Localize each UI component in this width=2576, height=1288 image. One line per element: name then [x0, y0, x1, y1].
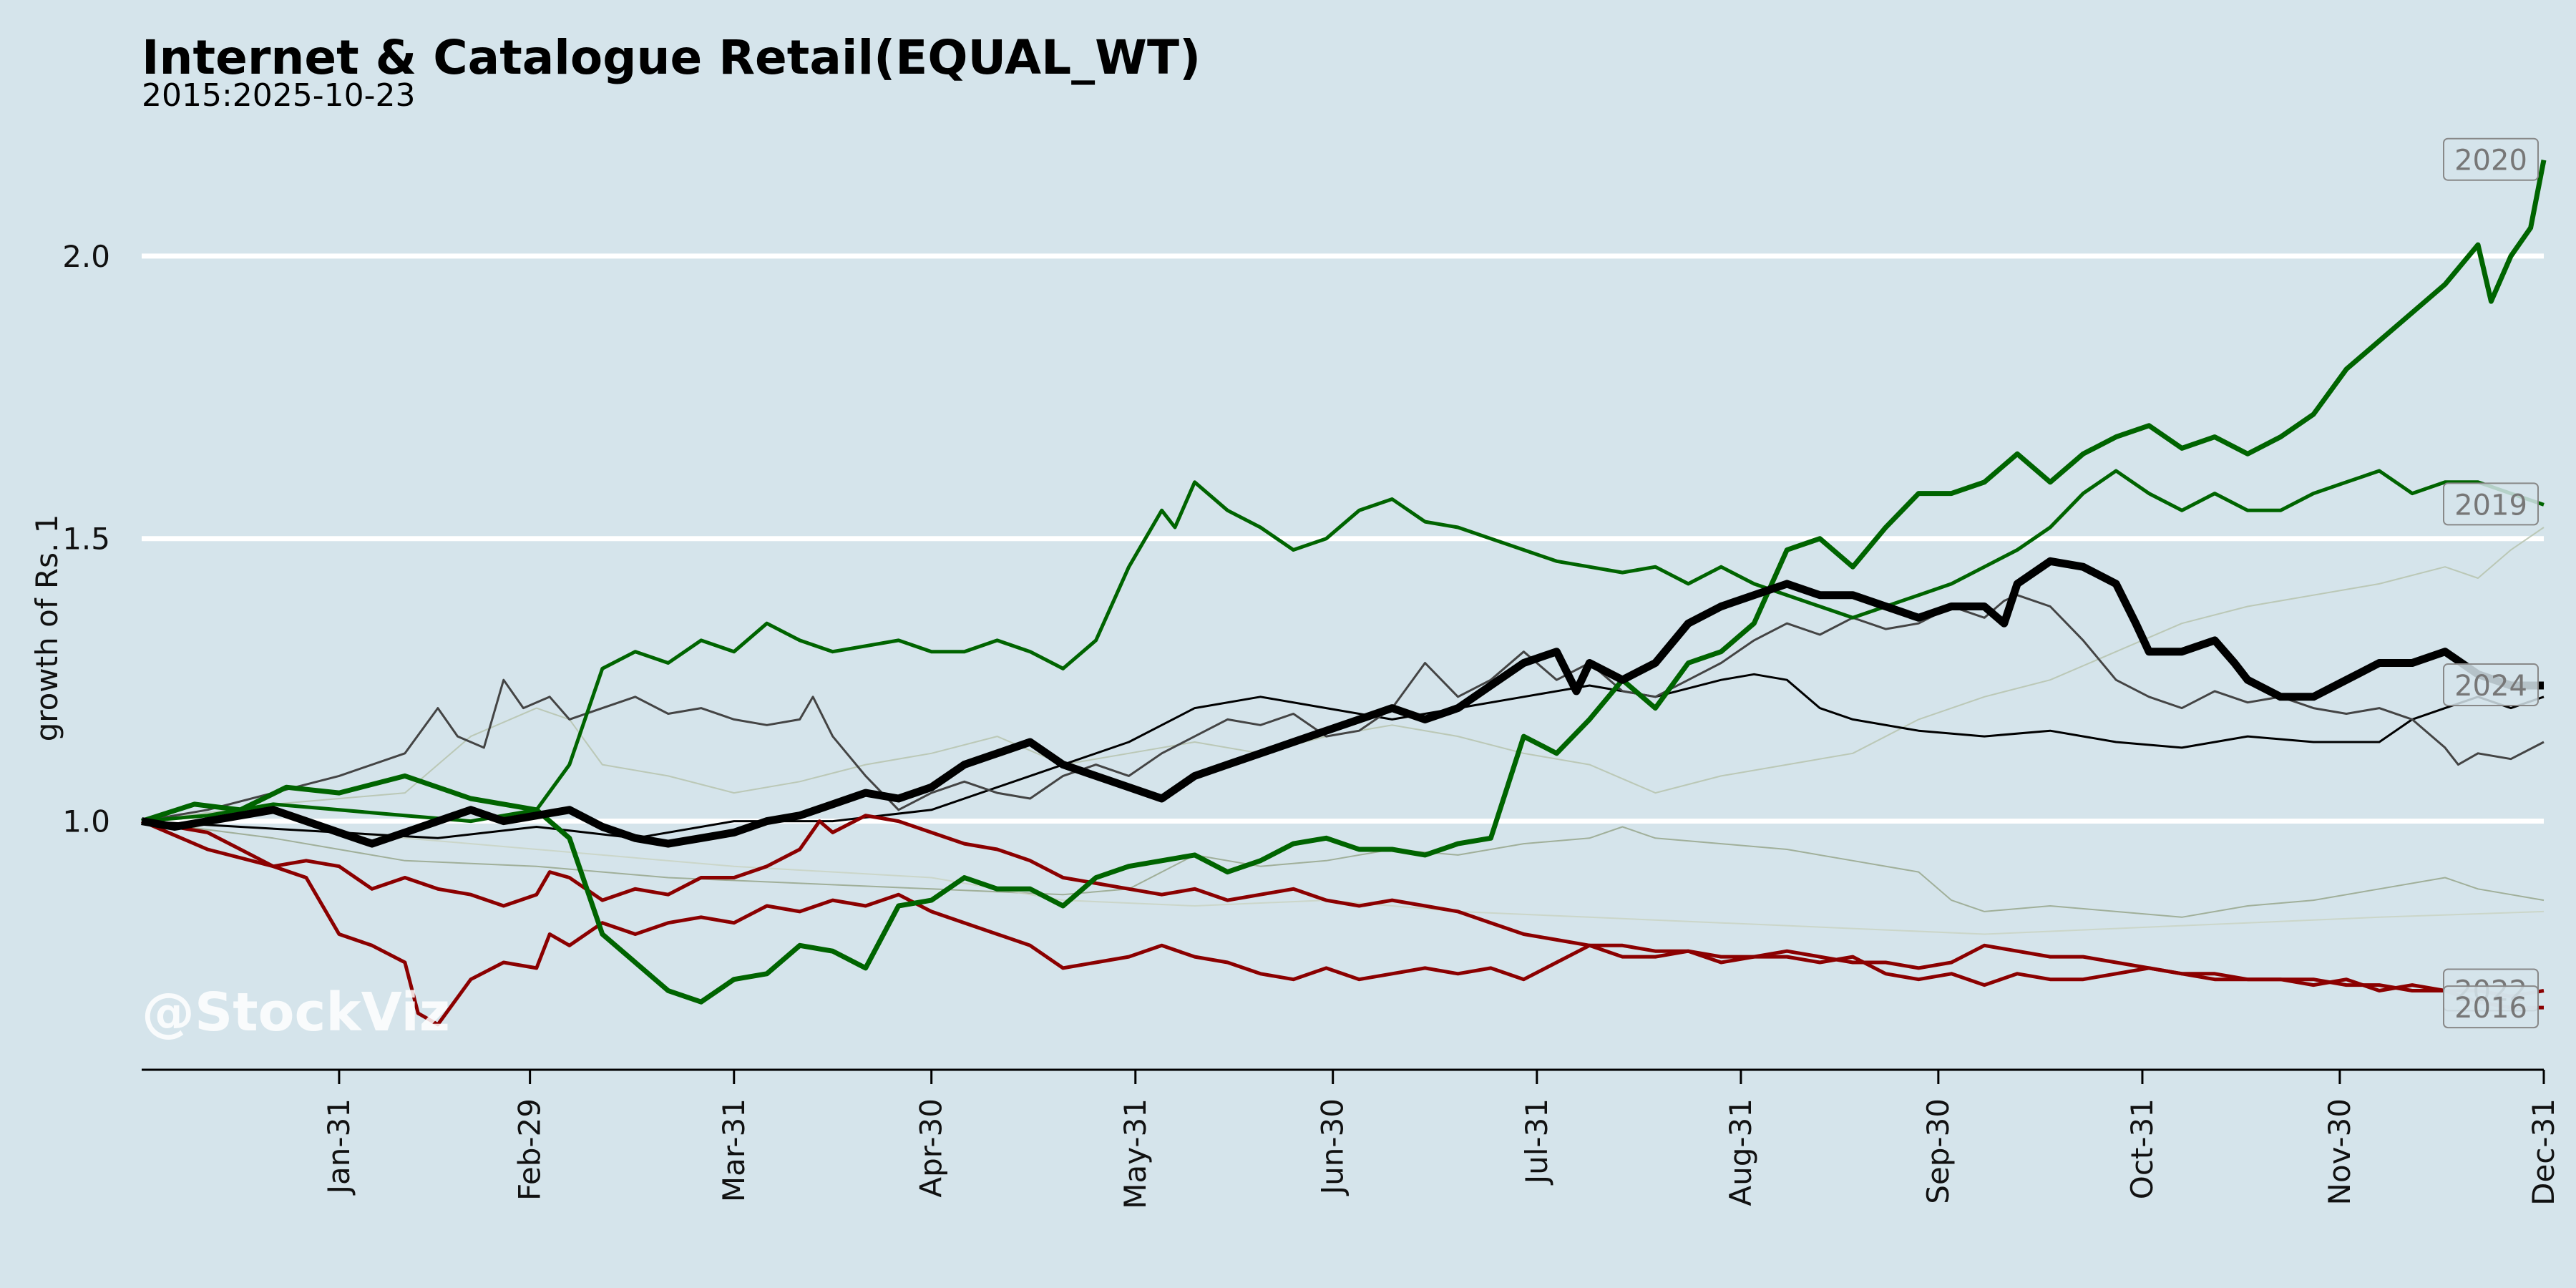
gridlines — [142, 253, 2544, 824]
watermark: @StockViz — [142, 982, 450, 1043]
x-tick-label: Dec-31 — [2526, 1098, 2561, 1206]
series-line-series-dark-thin-b — [141, 594, 2545, 823]
x-tick-label: Mar-31 — [716, 1098, 751, 1202]
series-label-box — [2443, 663, 2539, 707]
series-line-2016 — [141, 814, 2544, 1010]
y-axis-label: growth of Rs. 1 — [29, 514, 64, 742]
series-label-2016: 2016 — [2443, 985, 2539, 1029]
series-label-text: 2019 — [2454, 489, 2527, 522]
series-line-2024 — [141, 557, 2544, 848]
series-label-box — [2443, 482, 2539, 526]
series-line-series-grey-a — [141, 820, 2545, 918]
x-tick-label: Sep-30 — [1921, 1098, 1956, 1204]
x-tick-label: Aug-31 — [1723, 1098, 1758, 1206]
x-axis: Jan-31 Feb-29 Mar-31 Apr-30 May-31 Jun-30 Jul-… — [142, 1068, 2561, 1209]
series-label-text: 2024 — [2454, 670, 2527, 703]
x-tick-label: Jan-31 — [321, 1098, 356, 1196]
x-tick-label: May-31 — [1118, 1098, 1153, 1209]
series-lines — [140, 160, 2547, 1027]
y-tick-label: 1.5 — [62, 522, 110, 557]
x-tick-label: Apr-30 — [914, 1098, 949, 1198]
series-label-text: 2020 — [2454, 145, 2527, 177]
series-label-box — [2443, 985, 2539, 1029]
series-line-2019 — [141, 469, 2545, 824]
series-label-2020: 2020 — [2443, 137, 2539, 181]
series-line-series-dark-thin-a — [141, 673, 2545, 839]
series-line-series-grey-b — [141, 527, 2545, 822]
chart-subtitle: 2015:2025-10-23 — [142, 77, 416, 114]
x-tick-label: Oct-31 — [2124, 1098, 2160, 1199]
series-label-text: 2016 — [2454, 992, 2527, 1025]
x-tick-label: Feb-29 — [512, 1098, 547, 1201]
series-label-2024: 2024 — [2443, 663, 2539, 707]
y-axis-ticks: 1.0 1.5 2.0 — [62, 239, 110, 839]
x-tick-label: Jul-31 — [1519, 1098, 1554, 1186]
series-label-2019: 2019 — [2443, 482, 2539, 526]
series-line-2020 — [140, 160, 2547, 1005]
x-tick-label: Jun-30 — [1315, 1098, 1350, 1196]
y-tick-label: 2.0 — [62, 239, 110, 274]
y-tick-label: 1.0 — [62, 804, 110, 839]
series-end-labels: 20202019202420222016 — [2443, 137, 2539, 1029]
series-label-box — [2443, 137, 2539, 181]
series-line-2022 — [141, 819, 2545, 1027]
x-tick-label: Nov-30 — [2322, 1098, 2357, 1205]
chart-title: Internet & Catalogue Retail(EQUAL_WT) — [142, 30, 1201, 85]
